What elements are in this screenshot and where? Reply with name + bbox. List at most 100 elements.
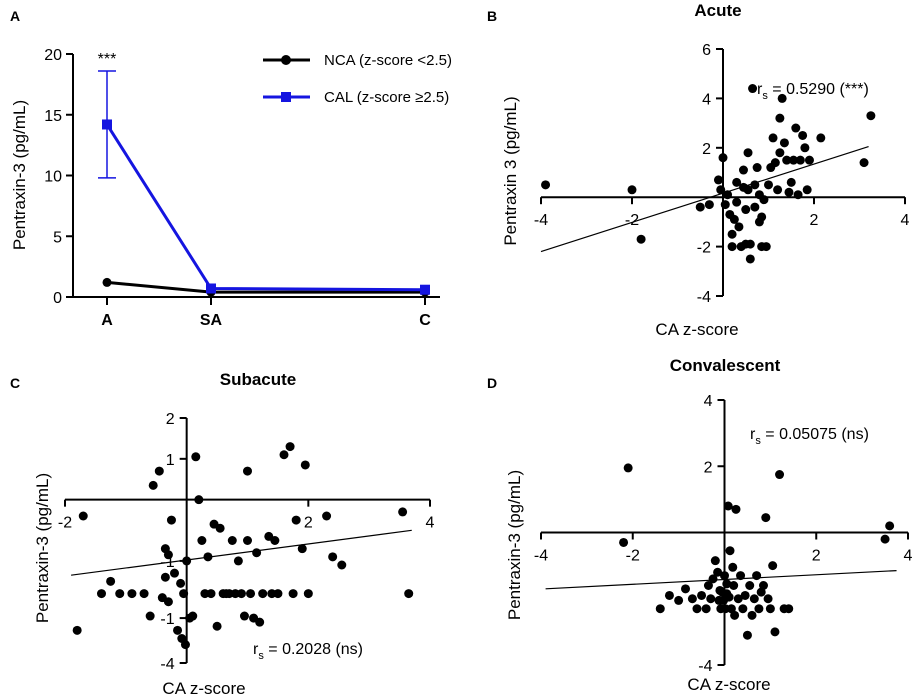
data-point (619, 537, 629, 547)
y-axis-label: Pentraxin 3 (pg/mL) (501, 96, 520, 245)
data-point (154, 466, 164, 476)
data-point (741, 205, 751, 215)
data-point (246, 589, 256, 599)
x-tick-label-a: SA (200, 312, 223, 329)
data-point (885, 521, 895, 531)
data-point (636, 234, 646, 244)
data-point (729, 214, 739, 224)
data-point (779, 138, 789, 148)
data-point (322, 511, 332, 521)
data-point (179, 589, 189, 599)
data-point (718, 153, 728, 163)
data-point (148, 480, 158, 490)
data-point (182, 556, 192, 566)
data-point (404, 589, 414, 599)
legend-label: CAL (z-score ≥2.5) (324, 89, 449, 106)
x-tick-label: 2 (810, 212, 819, 229)
y-tick-label: -1 (160, 611, 174, 628)
data-point (398, 507, 408, 517)
data-point (752, 163, 762, 173)
data-point (541, 180, 551, 190)
panel-label-d: D (487, 375, 497, 391)
data-point (732, 197, 742, 207)
data-point (728, 562, 738, 572)
x-axis-label: CA z-score (655, 320, 738, 339)
data-point (170, 568, 179, 578)
data-point (291, 515, 301, 525)
x-tick-label: -4 (534, 548, 548, 565)
stat-symbol: r (253, 641, 259, 658)
data-point (687, 594, 697, 604)
data-point (704, 200, 714, 210)
data-point (770, 627, 780, 637)
y-axis-label: Pentraxin-3 (pg/mL) (33, 473, 52, 623)
data-point (106, 576, 116, 586)
data-point (736, 571, 746, 581)
x-axis-label: CA z-score (687, 675, 770, 694)
data-point (78, 511, 88, 521)
data-point (328, 552, 338, 562)
data-point (764, 180, 773, 190)
x-tick-label: 2 (304, 515, 313, 532)
x-tick-label: 4 (901, 212, 910, 229)
data-point (754, 604, 764, 614)
data-point (765, 604, 775, 614)
correlation-stat: rs = 0.5290 (***) (757, 81, 869, 102)
data-point (757, 212, 767, 222)
data-point (180, 640, 190, 650)
data-point (745, 581, 755, 590)
data-point (802, 185, 812, 195)
y-tick-label: 2 (166, 411, 175, 428)
x-axis-label: CA z-score (162, 679, 245, 698)
y-tick-label: -4 (160, 656, 174, 673)
data-point (759, 195, 769, 205)
data-point (722, 579, 732, 589)
data-point (725, 546, 735, 556)
stat-symbol: r (750, 426, 756, 443)
stat-subscript: s (755, 435, 761, 447)
data-point (713, 175, 723, 185)
data-point (732, 177, 742, 187)
stat-symbol: r (757, 81, 763, 98)
y-tick-label: -4 (698, 658, 712, 675)
data-point (743, 185, 753, 195)
data-point (758, 581, 768, 590)
stat-value: = 0.05075 (ns) (761, 426, 869, 443)
data-point (752, 571, 762, 581)
data-point (775, 113, 785, 123)
data-point (102, 277, 112, 287)
data-point (681, 584, 691, 594)
data-point (727, 242, 737, 252)
data-point (734, 222, 744, 232)
data-point (191, 452, 201, 462)
regression-line (71, 529, 412, 576)
data-point (723, 190, 733, 200)
data-point (102, 119, 112, 130)
data-point (163, 597, 173, 607)
data-point (795, 155, 805, 165)
data-point (188, 611, 198, 621)
data-point (227, 536, 237, 545)
data-point (139, 589, 149, 599)
data-point (770, 158, 780, 168)
data-point (798, 130, 808, 140)
data-point (866, 111, 876, 121)
stat-subscript: s (762, 90, 768, 102)
y-tick-label: 2 (704, 459, 713, 476)
x-tick-label: 4 (904, 548, 913, 565)
panel-label-c: C (10, 375, 20, 391)
data-point (773, 185, 783, 195)
panel-label-a: A (10, 8, 20, 24)
data-point (273, 589, 283, 599)
data-point (816, 133, 826, 143)
significance-label-a: *** (98, 51, 117, 68)
data-point (727, 229, 737, 239)
data-point (258, 589, 268, 599)
y-tick-label-a: 15 (44, 108, 62, 125)
data-point (720, 571, 729, 581)
data-point (763, 594, 773, 604)
x-tick-label: -2 (626, 548, 640, 565)
data-point (252, 548, 262, 558)
x-tick-label-a: C (419, 312, 431, 329)
